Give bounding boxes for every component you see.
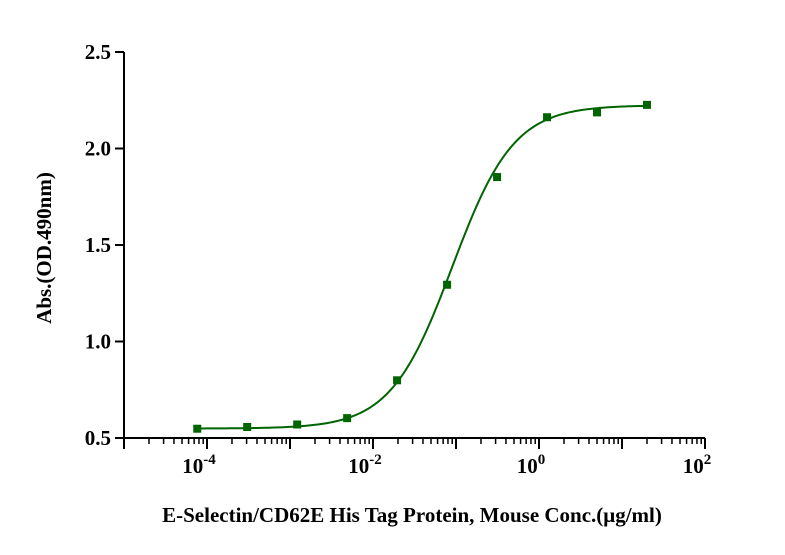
data-point [642,100,651,109]
y-axis-title: Abs.(OD.490nm) [32,172,56,324]
data-point [593,108,602,117]
x-tick-label: 10-4 [182,452,216,478]
y-tick-label: 0.5 [85,426,111,450]
y-tick-label: 1.5 [85,233,111,257]
data-point [243,422,252,431]
data-points [193,100,651,433]
x-tick-label: 10-2 [348,452,382,478]
x-axis-title: E-Selectin/CD62E His Tag Protein, Mouse … [162,503,662,527]
x-axis: 10-4 10-2 100 102 [123,437,712,478]
y-tick-label: 1.0 [85,330,111,354]
fit-curve [197,104,648,430]
data-point [393,376,402,385]
data-point [193,424,202,433]
y-tick-label: 2.5 [85,40,111,64]
x-tick-label: 102 [683,452,712,478]
fit-curve-group [197,104,648,430]
y-axis: 0.5 1.0 1.5 2.0 2.5 [85,40,125,450]
y-tick-label: 2.0 [85,137,111,161]
data-point [293,420,302,429]
data-point [543,113,552,122]
data-point [343,414,352,423]
data-point [493,173,502,182]
x-tick-label: 100 [517,452,546,478]
data-point [443,280,452,289]
